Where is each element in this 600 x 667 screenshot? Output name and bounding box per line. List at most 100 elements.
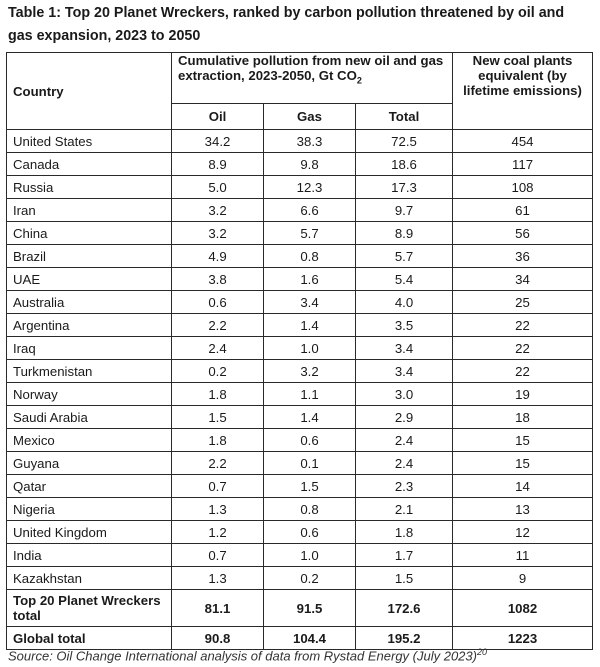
oil-cell: 1.5 [171, 405, 264, 429]
top20-total: 172.6 [354, 589, 454, 627]
total-cell: 8.9 [354, 221, 454, 245]
top20-coal: 1082 [452, 589, 594, 627]
top20-oil: 81.1 [171, 589, 264, 627]
country-cell: Argentina [6, 313, 172, 337]
country-cell: Kazakhstan [6, 566, 172, 590]
country-cell: Turkmenistan [6, 359, 172, 383]
oil-cell: 2.2 [171, 451, 264, 475]
coal-cell: 14 [452, 474, 594, 498]
table-row: United Kingdom 1.2 0.6 1.8 12 [6, 520, 594, 544]
global-total: 195.2 [354, 626, 454, 650]
source-footnote-ref: 20 [476, 647, 487, 657]
total-cell: 1.5 [354, 566, 454, 590]
table-row: UAE 3.8 1.6 5.4 34 [6, 267, 594, 291]
gas-cell: 1.4 [263, 405, 356, 429]
gas-cell: 12.3 [263, 175, 356, 199]
global-total-row: Global total 90.8 104.4 195.2 1223 [6, 626, 594, 650]
coal-cell: 13 [452, 497, 594, 521]
total-cell: 2.3 [354, 474, 454, 498]
gas-cell: 0.6 [263, 428, 356, 452]
oil-cell: 0.7 [171, 543, 264, 567]
gas-cell: 3.4 [263, 290, 356, 314]
oil-cell: 2.2 [171, 313, 264, 337]
total-cell: 5.7 [354, 244, 454, 268]
header-row-sub: Oil Gas Total [7, 102, 593, 131]
oil-cell: 1.8 [171, 382, 264, 406]
table-row: Argentina 2.2 1.4 3.5 22 [6, 313, 594, 337]
country-cell: Russia [6, 175, 172, 199]
gas-cell: 3.2 [263, 359, 356, 383]
source-text: Source: Oil Change International analysi… [8, 648, 477, 664]
header-pollution-text: Cumulative pollution from new oil and ga… [178, 53, 444, 83]
coal-cell: 12 [452, 520, 594, 544]
total-cell: 2.4 [354, 428, 454, 452]
oil-cell: 0.6 [171, 290, 264, 314]
oil-cell: 1.2 [171, 520, 264, 544]
table-row: Turkmenistan 0.2 3.2 3.4 22 [6, 359, 594, 383]
oil-cell: 1.3 [171, 566, 264, 590]
country-cell: Norway [6, 382, 172, 406]
co2-subscript: 2 [356, 75, 362, 86]
gas-cell: 0.8 [263, 497, 356, 521]
oil-cell: 1.3 [171, 497, 264, 521]
coal-cell: 18 [452, 405, 594, 429]
oil-cell: 3.2 [171, 198, 264, 222]
oil-cell: 5.0 [171, 175, 264, 199]
total-cell: 1.7 [354, 543, 454, 567]
table-row: Australia 0.6 3.4 4.0 25 [6, 290, 594, 314]
country-cell: Qatar [6, 474, 172, 498]
oil-cell: 1.8 [171, 428, 264, 452]
coal-cell: 11 [452, 543, 594, 567]
country-cell: UAE [6, 267, 172, 291]
header-gas: Gas [263, 102, 356, 131]
oil-cell: 8.9 [171, 152, 264, 176]
top20-gas: 91.5 [263, 589, 356, 627]
oil-cell: 3.2 [171, 221, 264, 245]
country-cell: Guyana [6, 451, 172, 475]
country-cell: India [6, 543, 172, 567]
country-cell: Mexico [6, 428, 172, 452]
oil-cell: 4.9 [171, 244, 264, 268]
table-row: Mexico 1.8 0.6 2.4 15 [6, 428, 594, 452]
gas-cell: 1.0 [263, 543, 356, 567]
oil-cell: 34.2 [171, 129, 264, 153]
gas-cell: 1.1 [263, 382, 356, 406]
gas-cell: 9.8 [263, 152, 356, 176]
oil-cell: 0.2 [171, 359, 264, 383]
total-cell: 72.5 [354, 129, 454, 153]
total-cell: 17.3 [354, 175, 454, 199]
country-cell: United Kingdom [6, 520, 172, 544]
gas-cell: 0.8 [263, 244, 356, 268]
table-row: United States 34.2 38.3 72.5 454 [6, 129, 594, 153]
oil-cell: 0.7 [171, 474, 264, 498]
total-cell: 18.6 [354, 152, 454, 176]
table-body: United States 34.2 38.3 72.5 454 Canada 8.9 9.8… [6, 129, 594, 650]
table-title: Table 1: Top 20 Planet Wreckers, ranked … [8, 5, 565, 44]
coal-cell: 61 [452, 198, 594, 222]
country-cell: Iran [6, 198, 172, 222]
coal-cell: 15 [452, 451, 594, 475]
data-table: Country Cumulative pollution from new oi… [6, 52, 594, 650]
table-row: Qatar 0.7 1.5 2.3 14 [6, 474, 594, 498]
table-row: Canada 8.9 9.8 18.6 117 [6, 152, 594, 176]
coal-cell: 454 [452, 129, 594, 153]
coal-cell: 56 [452, 221, 594, 245]
coal-cell: 25 [452, 290, 594, 314]
total-cell: 5.4 [354, 267, 454, 291]
coal-cell: 22 [452, 359, 594, 383]
table-row: India 0.7 1.0 1.7 11 [6, 543, 594, 567]
coal-cell: 22 [452, 336, 594, 360]
header-country: Country [6, 52, 172, 130]
gas-cell: 5.7 [263, 221, 356, 245]
country-cell: Australia [6, 290, 172, 314]
header-coal: New coal plants equivalent (by lifetime … [452, 52, 594, 130]
coal-cell: 34 [452, 267, 594, 291]
total-cell: 2.9 [354, 405, 454, 429]
coal-cell: 19 [452, 382, 594, 406]
source-note: Source: Oil Change International analysi… [8, 644, 487, 664]
gas-cell: 1.4 [263, 313, 356, 337]
header-total: Total [354, 102, 454, 131]
country-cell: Nigeria [6, 497, 172, 521]
gas-cell: 0.6 [263, 520, 356, 544]
